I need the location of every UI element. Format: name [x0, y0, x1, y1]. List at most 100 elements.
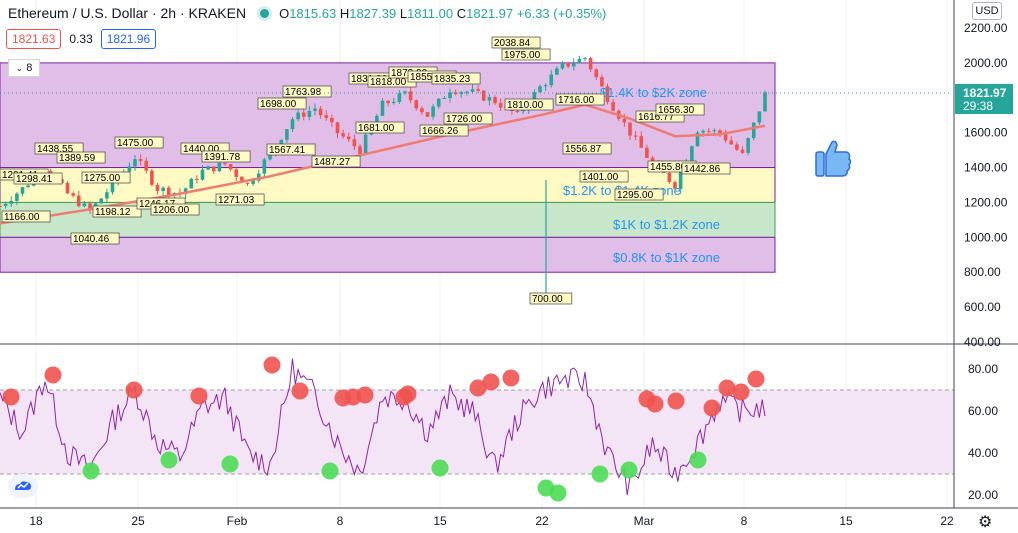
- price-callout-box: [555, 93, 605, 106]
- candle-body: [65, 182, 70, 194]
- candle-body: [150, 170, 154, 185]
- rsi-tick-label: 80.00: [968, 362, 998, 376]
- price-callout-box: [282, 85, 332, 98]
- price-callout-box: [501, 48, 551, 61]
- candle-body: [0, 205, 2, 207]
- candle-body: [318, 108, 323, 116]
- rsi-overbought-marker: [125, 381, 143, 399]
- rsi-tick-label: 60.00: [968, 404, 998, 418]
- quote-row: 1821.63 0.33 1821.96: [6, 29, 157, 49]
- buy-button[interactable]: 1821.96: [100, 29, 157, 49]
- price-callout-box: [201, 150, 251, 163]
- time-axis[interactable]: 18 25 Feb 8 15 22 Mar 8 15 22: [29, 514, 954, 528]
- tradingview-logo-icon[interactable]: [8, 474, 38, 498]
- rsi-oversold-marker: [321, 462, 339, 480]
- price-callout-box: [504, 98, 554, 111]
- price-tick-label: 2200.00: [964, 21, 1008, 35]
- chevron-down-icon: ⌄: [15, 62, 24, 73]
- candle-body: [718, 130, 722, 133]
- candle-body: [335, 122, 340, 134]
- candle-body: [313, 108, 317, 111]
- time-tick-label: Feb: [227, 514, 248, 528]
- candle-body: [588, 57, 593, 70]
- close-value: 1821.97: [466, 5, 514, 21]
- candle-body: [195, 178, 199, 180]
- candle-body: [420, 108, 424, 113]
- candle-body: [566, 62, 570, 67]
- candle-body: [133, 159, 137, 167]
- rsi-overbought-marker: [667, 392, 685, 410]
- price-callout-box: [13, 172, 63, 185]
- candle-body: [678, 170, 683, 189]
- rsi-oversold-marker: [221, 455, 239, 473]
- candle-body: [493, 97, 497, 104]
- time-tick-label: 22: [940, 514, 954, 528]
- candle-body: [82, 203, 87, 207]
- candle-body: [555, 68, 559, 75]
- gear-icon[interactable]: ⚙: [978, 514, 993, 531]
- candle-body: [583, 57, 587, 59]
- candle-body: [183, 188, 188, 195]
- candle-body: [639, 136, 644, 148]
- candle-body: [746, 138, 750, 153]
- candle-body: [735, 144, 739, 150]
- candle-body: [448, 92, 452, 99]
- price-tick-label: 1000.00: [964, 230, 1008, 244]
- candle-body: [3, 203, 8, 207]
- rsi-overbought-marker: [646, 395, 664, 413]
- zone-label: $1K to $1.2K zone: [613, 217, 720, 232]
- price-callout-label: 1401.00: [582, 172, 619, 183]
- rsi-overbought-marker: [482, 373, 500, 391]
- indicators-toggle[interactable]: ⌄ 8: [8, 59, 40, 77]
- candle-body: [9, 200, 14, 204]
- rsi-overbought-marker: [747, 370, 765, 388]
- last-price-label: 1821.97: [963, 86, 1007, 100]
- candle-body: [268, 151, 272, 160]
- candle-body: [515, 110, 520, 112]
- change-value: +6.33 (+0.35%): [516, 5, 607, 21]
- price-callout-box: [614, 188, 664, 201]
- last-price-tag: 1821.97 29:38: [955, 84, 1013, 114]
- rsi-axis[interactable]: 80.00 60.00 40.00 20.00: [968, 362, 998, 502]
- price-callout-box: [257, 97, 307, 110]
- rsi-oversold-marker: [431, 459, 449, 477]
- candle-body: [605, 86, 610, 103]
- currency-button[interactable]: USD: [972, 2, 1002, 20]
- thumbs-up-icon: [815, 140, 852, 177]
- candle-body: [386, 100, 390, 104]
- indicators-count: 8: [26, 62, 33, 74]
- low-value: 1811.00: [407, 5, 454, 21]
- countdown-label: 29:38: [963, 99, 993, 113]
- candle-body: [217, 162, 222, 172]
- price-callout-label: 1698.00: [260, 99, 297, 110]
- price-callout-label: 1206.00: [153, 205, 190, 216]
- candle-body: [110, 181, 115, 193]
- candle-body: [161, 187, 165, 191]
- candle-body: [701, 130, 705, 133]
- sell-button[interactable]: 1821.63: [6, 29, 62, 49]
- symbol-title[interactable]: Ethereum / U.S. Dollar · 2h · KRAKEN: [8, 5, 247, 21]
- candle-body: [487, 97, 492, 101]
- price-callout-label: 1681.00: [358, 123, 395, 134]
- candle-body: [706, 130, 711, 132]
- candle-body: [628, 122, 632, 136]
- candle-body: [251, 180, 255, 184]
- price-axis[interactable]: 2200.002000.001800.001600.001400.001200.…: [964, 21, 1008, 349]
- candle-body: [71, 193, 75, 196]
- rsi-overbought-marker: [356, 386, 374, 404]
- candle-body: [15, 193, 19, 201]
- price-callout-label: 1716.00: [558, 95, 595, 106]
- price-callout-label: 1975.00: [504, 50, 541, 61]
- high-value: 1827.39: [349, 5, 397, 21]
- candle-body: [498, 103, 503, 108]
- price-callout-box: [491, 36, 541, 49]
- candle-body: [228, 164, 233, 170]
- time-tick-label: 8: [741, 514, 748, 528]
- zone-labels: $1.4K to $2K zone$1.2K to $1.4K zone$1K …: [563, 85, 720, 265]
- candle-body: [757, 111, 762, 123]
- rsi-overbought-marker: [399, 385, 417, 403]
- price-callout-label: 1295.00: [617, 190, 654, 201]
- rsi-oversold-marker: [620, 461, 638, 479]
- candle-body: [26, 185, 30, 188]
